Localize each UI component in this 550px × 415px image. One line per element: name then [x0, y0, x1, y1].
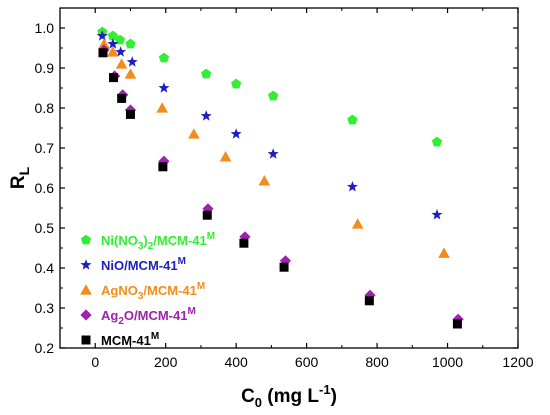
data-point — [346, 181, 358, 192]
data-point — [125, 109, 135, 119]
legend-marker — [80, 284, 92, 295]
y-tick-label: 0.7 — [35, 140, 55, 156]
series-1 — [96, 30, 443, 220]
legend-item-3: Ag2O/MCM-41M — [80, 306, 196, 327]
legend-item-0: Ni(NO3)2/MCM-41M — [80, 231, 215, 252]
data-point — [156, 102, 168, 113]
data-point — [158, 82, 170, 93]
data-point — [364, 296, 374, 306]
legend-item-2: AgNO3/MCM-41M — [80, 281, 205, 302]
y-tick-label: 0.8 — [35, 100, 55, 116]
legend-item-1: NiO/MCM-41M — [80, 256, 186, 273]
x-tick-label: 600 — [295, 354, 319, 370]
data-point — [230, 128, 242, 139]
legend-label: NiO/MCM-41M — [101, 256, 186, 273]
data-point — [124, 68, 137, 79]
series-0 — [97, 26, 443, 147]
data-point — [258, 175, 271, 186]
legend-label: Ag2O/MCM-41M — [101, 306, 196, 327]
x-axis-label: C0 (mg L-1) — [241, 382, 337, 410]
data-point — [158, 52, 170, 63]
legend-label: MCM-41M — [101, 331, 159, 348]
y-tick-label: 0.5 — [35, 220, 55, 236]
data-point — [219, 151, 232, 162]
data-point — [107, 46, 119, 57]
y-tick-label: 0.6 — [35, 180, 55, 196]
y-tick-label: 0.4 — [35, 260, 55, 276]
data-point — [200, 110, 212, 121]
series-2 — [98, 38, 450, 258]
data-point — [239, 238, 249, 248]
legend: Ni(NO3)2/MCM-41M NiO/MCM-41M AgNO3/MCM-41M… — [80, 231, 215, 348]
legend-marker — [80, 309, 92, 321]
data-point — [268, 90, 279, 101]
data-point — [267, 148, 279, 159]
data-point — [96, 30, 108, 41]
plot-frame — [59, 7, 519, 349]
y-tick-label: 0.9 — [35, 60, 55, 76]
data-point — [188, 128, 200, 139]
data-point — [125, 38, 136, 49]
data-point — [114, 34, 126, 45]
data-point — [431, 209, 443, 220]
y-axis-label: RL — [8, 166, 32, 189]
x-tick-label: 400 — [224, 354, 248, 370]
data-point — [126, 56, 138, 67]
data-point — [351, 218, 364, 229]
data-point — [452, 313, 464, 325]
x-tick-label: 1000 — [432, 354, 463, 370]
data-point — [109, 73, 119, 83]
legend-marker — [81, 335, 91, 345]
data-point — [452, 319, 462, 329]
y-tick-label: 0.2 — [35, 340, 55, 356]
x-tick-label: 800 — [365, 354, 389, 370]
legend-marker — [80, 234, 92, 245]
data-point — [279, 262, 289, 272]
data-point — [107, 38, 119, 49]
x-tick-label: 1200 — [502, 354, 533, 370]
data-point — [202, 210, 212, 220]
y-tick-label: 0.3 — [35, 300, 55, 316]
x-tick-label: 0 — [91, 354, 99, 370]
data-point — [115, 46, 127, 57]
data-point — [117, 93, 127, 103]
legend-item-4: MCM-41M — [81, 331, 159, 348]
x-tick-label: 200 — [154, 354, 178, 370]
data-point — [431, 136, 443, 147]
data-point — [98, 48, 108, 58]
data-point — [98, 38, 110, 49]
data-point — [231, 78, 242, 89]
y-tick-label: 1.0 — [35, 20, 55, 36]
series-4 — [98, 48, 462, 329]
legend-marker — [80, 259, 92, 270]
legend-label: Ni(NO3)2/MCM-41M — [101, 231, 215, 252]
data-point — [115, 58, 128, 69]
data-point — [347, 114, 358, 125]
data-point — [438, 247, 450, 258]
data-point — [201, 68, 212, 79]
data-point — [158, 162, 168, 172]
legend-label: AgNO3/MCM-41M — [101, 281, 205, 302]
